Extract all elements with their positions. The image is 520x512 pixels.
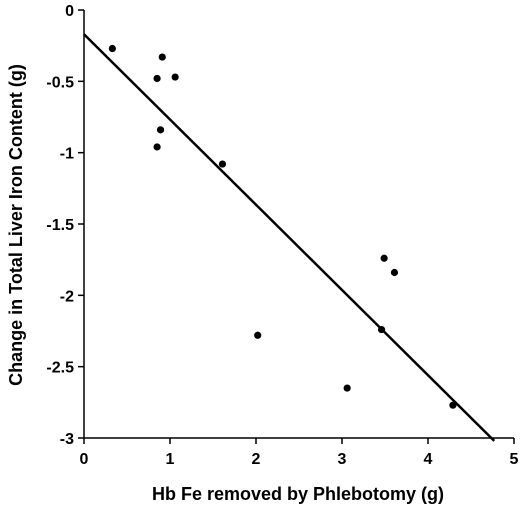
x-tick-label: 4 — [424, 451, 433, 468]
data-point — [153, 74, 161, 83]
data-point — [377, 325, 386, 334]
data-point — [380, 254, 388, 262]
x-tick-label: 3 — [338, 451, 347, 468]
x-tick-label: 5 — [510, 451, 519, 468]
data-point — [218, 160, 227, 168]
y-tick-label: -1.5 — [46, 217, 74, 234]
data-point — [390, 268, 399, 277]
data-point — [158, 53, 166, 61]
data-point — [156, 126, 165, 134]
y-tick-label: -2.5 — [46, 360, 74, 377]
x-tick-label: 2 — [252, 451, 261, 468]
data-point — [449, 401, 457, 409]
y-axis-title: Change in Total Liver Iron Content (g) — [6, 64, 26, 386]
x-tick-label: 1 — [166, 451, 175, 468]
y-tick-label: -3 — [60, 431, 74, 448]
x-axis-title: Hb Fe removed by Phlebotomy (g) — [152, 484, 444, 504]
regression-line — [83, 33, 496, 442]
x-tick-label: 0 — [80, 451, 89, 468]
data-point — [343, 384, 351, 392]
data-point — [254, 331, 262, 339]
data-point — [108, 44, 116, 53]
y-tick-label: -0.5 — [46, 74, 74, 91]
y-tick-label: -2 — [60, 288, 74, 305]
y-tick-label: 0 — [65, 3, 74, 20]
y-tick-label: -1 — [60, 146, 74, 163]
data-point — [153, 143, 161, 151]
data-point — [171, 73, 179, 81]
